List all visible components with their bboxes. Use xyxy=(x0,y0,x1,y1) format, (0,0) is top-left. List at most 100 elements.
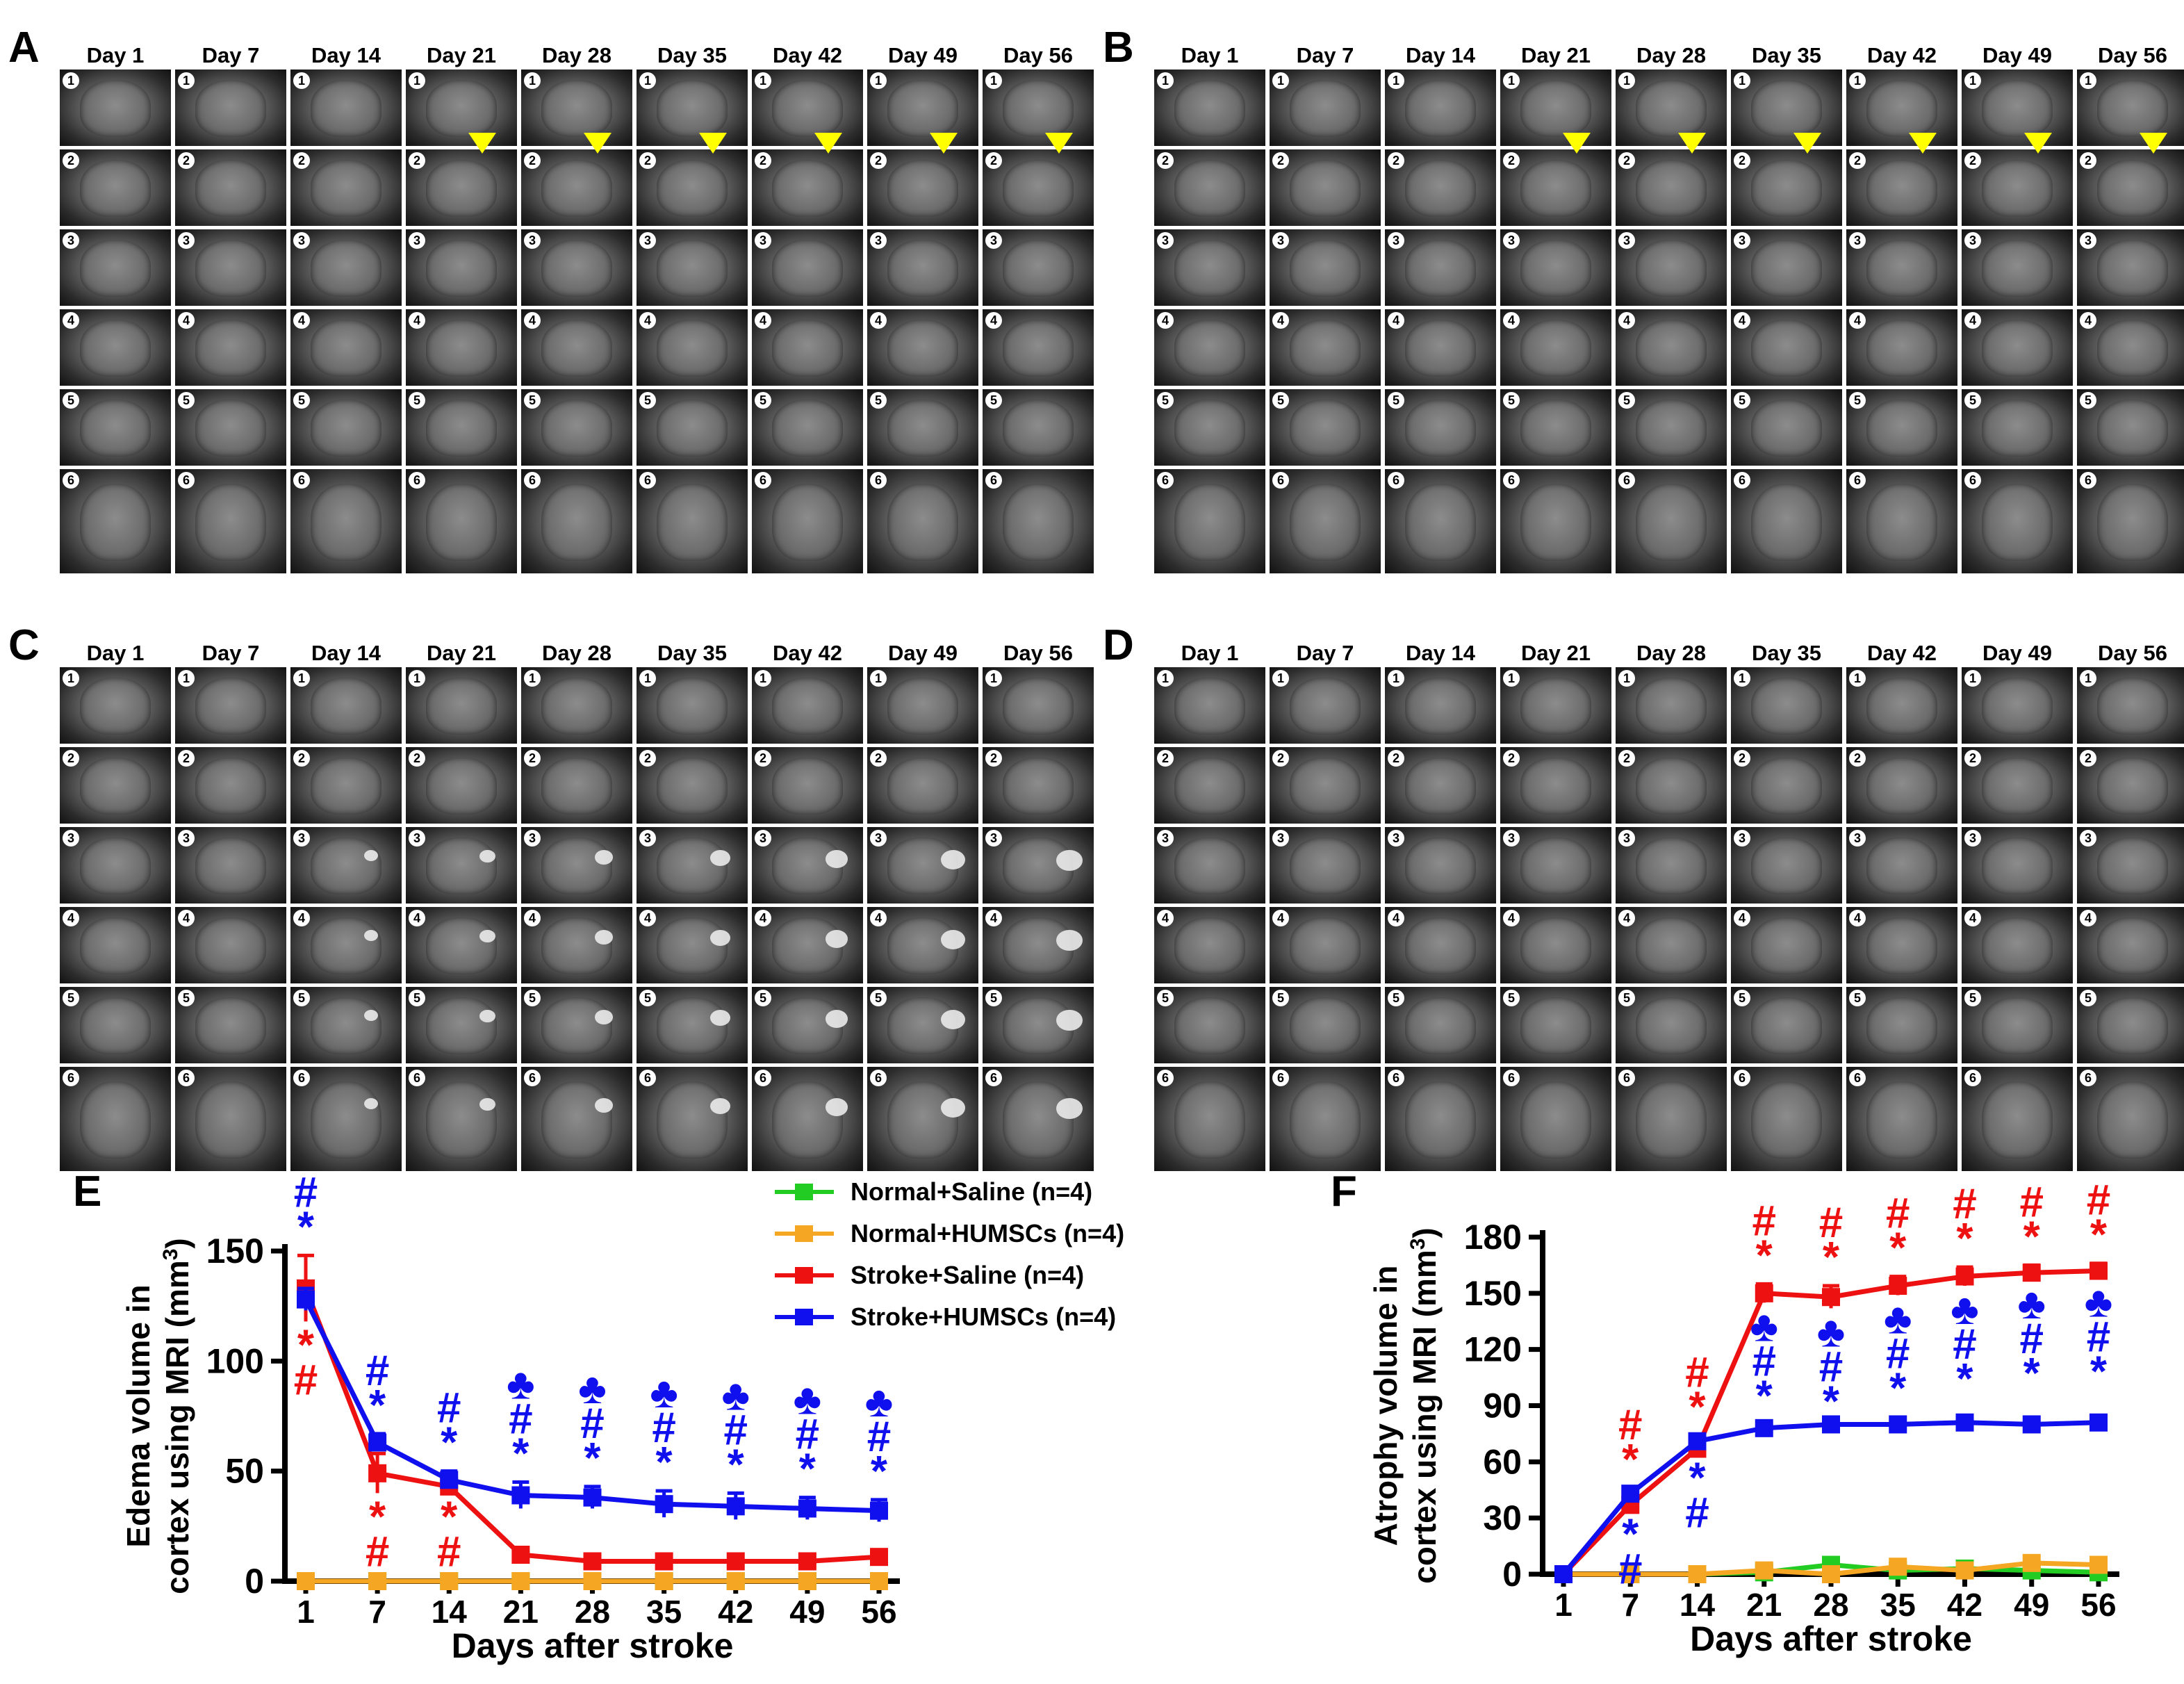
mri-slice-image: 4 xyxy=(406,907,517,983)
mri-slice-image: 6 xyxy=(752,1067,863,1171)
lesion-highlight xyxy=(363,850,378,861)
mri-slice-image: 3 xyxy=(1616,827,1727,904)
mri-slice-image: 4 xyxy=(637,309,748,386)
slice-number-badge: 1 xyxy=(1964,670,1981,687)
panel-b-mri-grid: B Day 1 Day 7 Day 14 Day 21 Day 28 Day 35 Day 4… xyxy=(1094,0,2184,577)
brain-tissue xyxy=(425,997,498,1054)
mri-slice-image: 3 xyxy=(1731,827,1842,904)
slice-number-badge: 3 xyxy=(1618,232,1635,249)
mri-slice-image: 5 xyxy=(2077,389,2184,466)
legend-swatch xyxy=(775,1184,834,1200)
slice-number-badge: 6 xyxy=(409,1070,425,1086)
slice-number-badge: 5 xyxy=(1734,990,1750,1006)
data-point xyxy=(1755,1284,1773,1302)
mri-slice-image: 1 xyxy=(175,70,286,146)
x-tick-label: 49 xyxy=(2014,1587,2049,1623)
brain-tissue xyxy=(79,240,151,297)
significance-marker: * xyxy=(369,1382,386,1430)
brain-tissue xyxy=(79,1081,151,1159)
brain-tissue xyxy=(1520,80,1592,137)
day-label: Day 56 xyxy=(2098,641,2167,665)
mri-slice-image: 2 xyxy=(1731,149,1842,226)
brain-tissue xyxy=(195,917,267,974)
brain-tissue xyxy=(425,1081,498,1159)
significance-marker: # xyxy=(366,1347,389,1395)
brain-tissue xyxy=(541,80,613,137)
mri-slice-image: 5 xyxy=(521,987,632,1063)
brain-tissue xyxy=(195,678,267,735)
significance-marker: ♣ xyxy=(721,1371,750,1419)
slice-number-badge: 4 xyxy=(293,312,310,329)
slice-number-badge: 3 xyxy=(1272,830,1289,847)
mri-slice-image: 6 xyxy=(2077,469,2184,573)
brain-tissue xyxy=(541,917,613,974)
brain-tissue xyxy=(1981,240,2053,297)
mri-slice-image: 4 xyxy=(1962,907,2073,983)
slice-number-badge: 2 xyxy=(63,750,79,767)
mri-slice-image: 4 xyxy=(867,309,978,386)
mri-slice-image: 4 xyxy=(1846,907,1957,983)
y-tick-label: 30 xyxy=(1483,1498,1522,1537)
brain-tissue xyxy=(1174,400,1246,457)
mri-slice-image: 4 xyxy=(406,309,517,386)
significance-marker: * xyxy=(2023,1350,2041,1398)
y-axis-label-line1: Atrophy volume in xyxy=(1368,1266,1404,1546)
brain-tissue xyxy=(1002,240,1074,297)
brain-tissue xyxy=(1174,678,1246,735)
lesion-highlight xyxy=(709,1098,730,1115)
brain-tissue xyxy=(1866,678,1938,735)
panel-letter: E xyxy=(73,1168,101,1216)
lesion-highlight xyxy=(940,1010,965,1029)
mri-slice-image: 4 xyxy=(1385,907,1496,983)
brain-tissue xyxy=(1981,837,2053,894)
mri-slice-image: 1 xyxy=(521,667,632,744)
slice-number-badge: 5 xyxy=(1964,392,1981,409)
slice-number-badge: 3 xyxy=(639,232,656,249)
brain-tissue xyxy=(425,837,498,894)
day-label: Day 1 xyxy=(86,43,145,67)
panel-d-mri-grid: D Day 1 Day 7 Day 14 Day 21 Day 28 Day 35 Day 4… xyxy=(1094,598,2184,1175)
mri-slice-image: 2 xyxy=(867,149,978,226)
slice-number-badge: 6 xyxy=(1964,472,1981,489)
mri-slice-image: 2 xyxy=(2077,149,2184,226)
significance-marker: # xyxy=(1953,1180,1976,1228)
series-line xyxy=(1561,1420,2099,1576)
day-label: Day 21 xyxy=(427,641,496,665)
slice-number-badge: 6 xyxy=(524,1070,541,1086)
mri-slice-image: 1 xyxy=(1270,70,1381,146)
mri-slice-image: 4 xyxy=(1731,907,1842,983)
significance-marker: * xyxy=(2090,1348,2108,1396)
brain-tissue xyxy=(541,484,613,561)
mri-slice-image: 3 xyxy=(1154,827,1265,904)
brain-tissue xyxy=(771,484,844,561)
slice-number-badge: 4 xyxy=(1503,910,1520,926)
slice-number-badge: 1 xyxy=(755,72,771,89)
panel-e-edema-chart: E Edema volume incortex using MRI (mm3) 0 5… xyxy=(73,1168,900,1665)
mri-slice-image: 3 xyxy=(406,229,517,306)
slice-number-badge: 6 xyxy=(1388,1070,1404,1086)
brain-tissue xyxy=(887,80,959,137)
slice-number-badge: 6 xyxy=(870,1070,887,1086)
panel-a-mri-grid: A Day 1 Day 7 Day 14 Day 21 Day 28 Day 35 Day 4… xyxy=(0,0,1094,577)
brain-tissue xyxy=(656,160,728,217)
mri-slice-image: 5 xyxy=(1731,987,1842,1063)
data-point xyxy=(583,1488,602,1507)
y-axis-label-superscript: 3 xyxy=(1406,1239,1429,1250)
slice-number-badge: 4 xyxy=(1272,910,1289,926)
yellow-arrow-icon xyxy=(814,133,842,154)
slice-number-badge: 2 xyxy=(1272,750,1289,767)
data-point xyxy=(583,1572,602,1590)
slice-number-badge: 1 xyxy=(1388,670,1404,687)
mri-slice-image: 5 xyxy=(1846,389,1957,466)
day-label: Day 42 xyxy=(773,43,842,67)
x-tick-label: 28 xyxy=(575,1594,610,1630)
data-point xyxy=(297,1290,315,1309)
brain-tissue xyxy=(1289,917,1361,974)
mri-slice-image: 3 xyxy=(1270,229,1381,306)
slice-number-badge: 1 xyxy=(524,72,541,89)
brain-tissue xyxy=(310,484,382,561)
x-axis-label: Days after stroke xyxy=(452,1626,734,1665)
panel-letter: C xyxy=(8,621,40,669)
brain-tissue xyxy=(1750,997,1823,1054)
